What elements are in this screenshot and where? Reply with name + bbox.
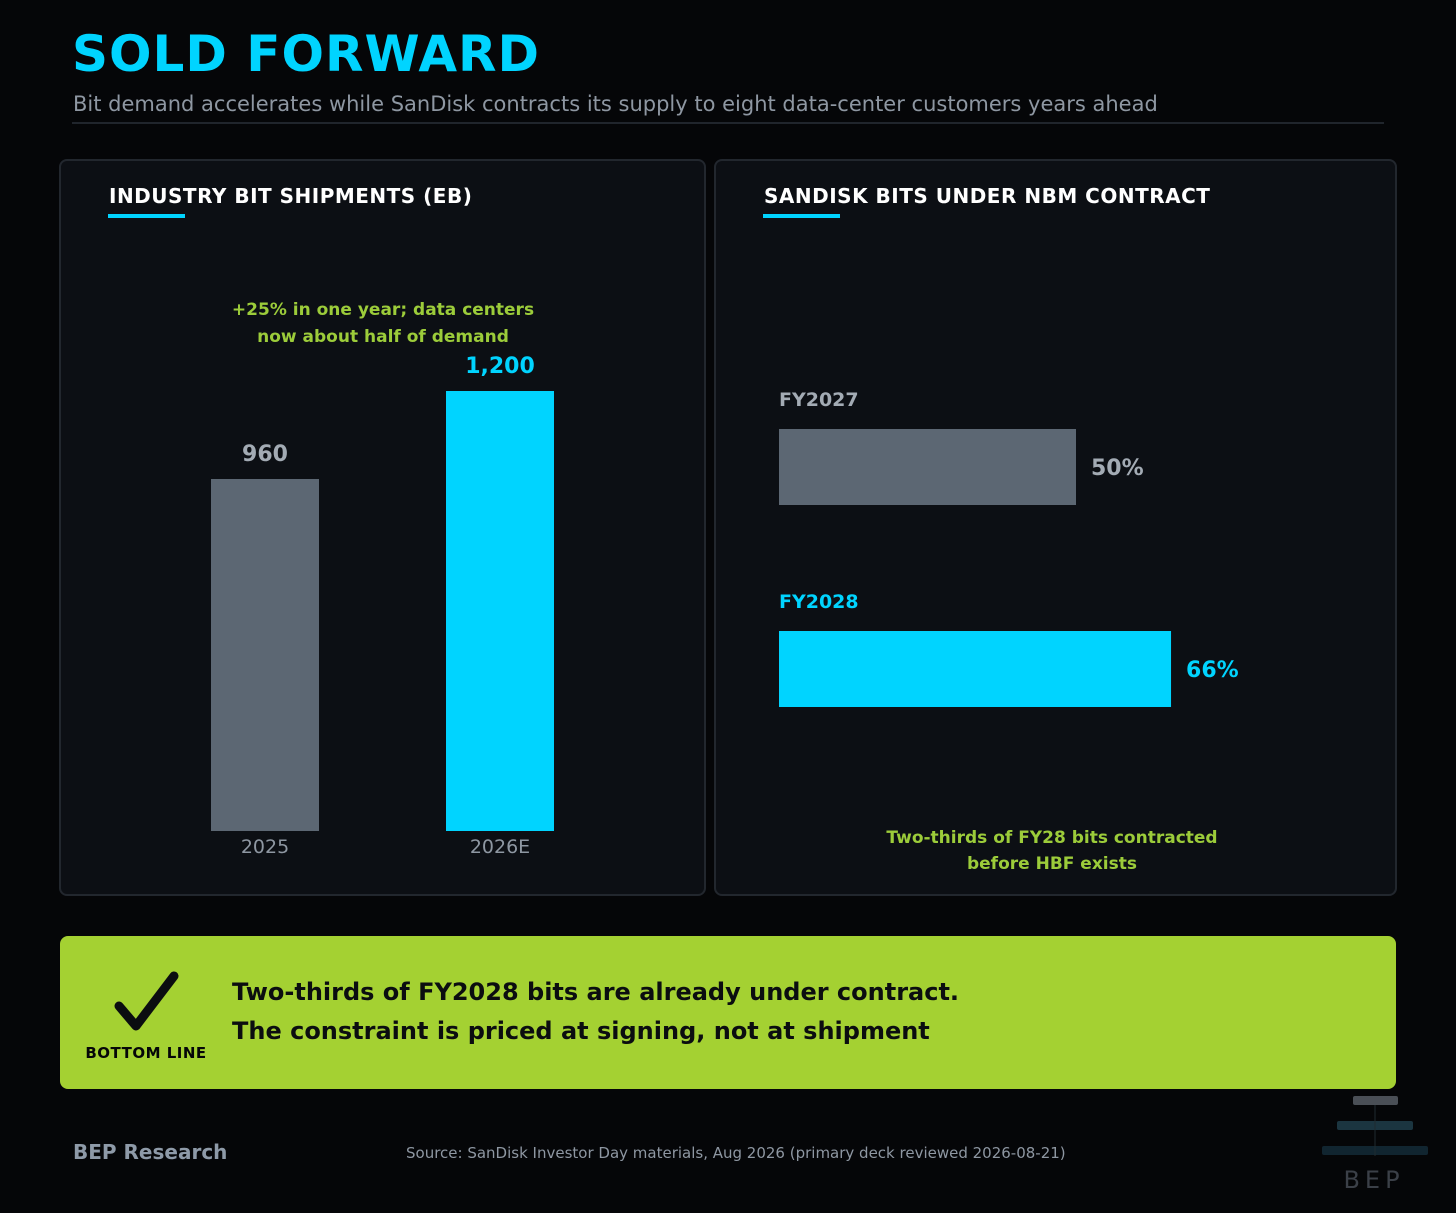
header-divider [72, 122, 1384, 124]
panel-title-left: INDUSTRY BIT SHIPMENTS (EB) [109, 184, 473, 208]
bar-2026E [446, 391, 554, 831]
bottom-line-text-1: Two-thirds of FY2028 bits are already un… [232, 978, 960, 1006]
hbar-value-label: 66% [1186, 658, 1239, 683]
source-note: Source: SanDisk Investor Day materials, … [406, 1144, 1066, 1162]
bit-shipments-bar-chart: 960 2025 1,200 2026E [211, 354, 554, 858]
bar-value-label: 1,200 [465, 354, 535, 379]
bep-logo: BEP [1318, 1094, 1430, 1194]
logo-stack-icon [1322, 1096, 1428, 1156]
panel-industry-bit-shipments: INDUSTRY BIT SHIPMENTS (EB) +25% in one … [59, 159, 706, 896]
x-tick-label: 2026E [470, 836, 530, 858]
checkmark-icon [114, 971, 179, 1031]
hbar-value-label: 50% [1091, 456, 1144, 481]
category-label: FY2028 [779, 591, 859, 613]
left-chart-annotation: +25% in one year; data centers now about… [231, 300, 535, 347]
panel-nbm-contract: SANDISK BITS UNDER NBM CONTRACT FY2027 50… [714, 159, 1397, 896]
bottom-line-text-2: The constraint is priced at signing, not… [232, 1017, 930, 1045]
page-title: SOLD FORWARD [72, 25, 541, 83]
bottom-line-banner: BOTTOM LINE Two-thirds of FY2028 bits ar… [60, 936, 1396, 1089]
panel-title-right: SANDISK BITS UNDER NBM CONTRACT [764, 184, 1211, 208]
panel-title-underline-left [108, 214, 185, 218]
bar-2025 [211, 479, 319, 831]
bar-value-label: 960 [242, 442, 288, 467]
x-tick-label: 2025 [241, 836, 289, 858]
nbm-contract-bar-chart: FY2027 50% FY2028 66% [779, 389, 1239, 707]
brand-name: BEP Research [73, 1140, 228, 1164]
logo-text: BEP [1343, 1166, 1405, 1194]
hbar-FY2028 [779, 631, 1172, 707]
category-label: FY2027 [779, 389, 859, 411]
bottom-line-label: BOTTOM LINE [85, 1044, 207, 1062]
page-subtitle: Bit demand accelerates while SanDisk con… [73, 92, 1158, 116]
hbar-FY2027 [779, 429, 1076, 505]
right-chart-annotation: Two-thirds of FY28 bits contracted befor… [886, 828, 1218, 874]
panel-title-underline-right [763, 214, 840, 218]
